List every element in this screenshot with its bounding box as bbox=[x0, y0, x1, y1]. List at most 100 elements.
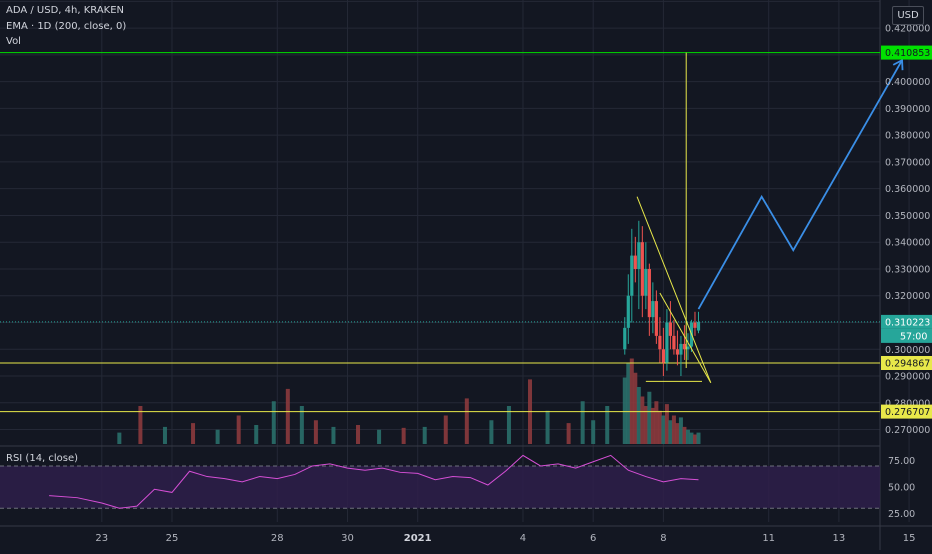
candle-body bbox=[630, 255, 634, 296]
volume-bar bbox=[313, 420, 318, 444]
price-tick-label: 0.380000 bbox=[885, 131, 930, 142]
volume-bar bbox=[661, 415, 666, 444]
candle-body bbox=[686, 346, 690, 350]
time-tick-label: 6 bbox=[590, 533, 596, 544]
candle-body bbox=[654, 301, 658, 336]
volume-bar bbox=[271, 401, 276, 444]
volume-bar bbox=[654, 401, 659, 444]
candle-body bbox=[682, 343, 687, 350]
candle-body bbox=[661, 349, 665, 363]
candle-body bbox=[626, 295, 630, 328]
volume-bar bbox=[356, 425, 361, 444]
volume-bar bbox=[626, 363, 631, 444]
volume-bar bbox=[138, 406, 143, 444]
candle-body bbox=[675, 349, 680, 355]
volume-bar bbox=[299, 406, 304, 444]
candle-body bbox=[696, 321, 701, 331]
candle-body bbox=[623, 327, 627, 350]
volume-bar bbox=[664, 404, 669, 444]
rsi-line bbox=[49, 454, 699, 509]
level-price-tag-bg bbox=[881, 404, 932, 419]
triangle-trend-line bbox=[636, 196, 712, 383]
candle-body bbox=[651, 301, 655, 318]
price-tick-label: 0.300000 bbox=[885, 345, 930, 356]
countdown-tag-bg bbox=[881, 328, 932, 343]
symbol-legend[interactable]: ADA / USD, 4h, KRAKEN bbox=[6, 5, 125, 16]
ema-legend[interactable]: EMA · 1D (200, close, 0) bbox=[6, 21, 127, 32]
time-tick-label: 4 bbox=[520, 533, 526, 544]
volume-bar bbox=[692, 434, 697, 444]
volume-bar bbox=[636, 387, 641, 444]
time-tick-label: 13 bbox=[833, 533, 846, 544]
volume-bar bbox=[191, 423, 196, 444]
price-tick-label: 0.370000 bbox=[885, 157, 930, 168]
volume-bar bbox=[254, 425, 259, 444]
volume-bar bbox=[117, 432, 122, 444]
candle-body bbox=[668, 322, 673, 336]
level-price-tag: 0.276707 bbox=[885, 407, 930, 418]
volume-bar bbox=[443, 415, 448, 444]
last-price-tag-bg bbox=[881, 314, 932, 329]
triangle-trend-line bbox=[659, 292, 712, 383]
volume-bar bbox=[464, 398, 469, 444]
time-tick-label: 8 bbox=[660, 533, 666, 544]
candle-body bbox=[665, 322, 669, 363]
last-price-tag: 0.310223 bbox=[885, 317, 930, 328]
volume-bar bbox=[580, 401, 585, 444]
rsi-legend[interactable]: RSI (14, close) bbox=[6, 453, 79, 464]
candle-body bbox=[637, 242, 641, 269]
volume-bar bbox=[671, 415, 676, 444]
price-tick-label: 0.330000 bbox=[885, 264, 930, 275]
volume-bar bbox=[622, 377, 627, 444]
volume-bar bbox=[675, 423, 680, 444]
forecast-path bbox=[697, 59, 903, 310]
price-tick-label: 0.400000 bbox=[885, 77, 930, 88]
price-tick-label: 0.280000 bbox=[885, 398, 930, 409]
time-tick-label: 30 bbox=[341, 533, 354, 544]
volume-bar bbox=[678, 417, 683, 444]
price-tick-label: 0.340000 bbox=[885, 238, 930, 249]
candle-body bbox=[658, 335, 662, 350]
price-tick-label: 0.420000 bbox=[885, 24, 930, 35]
volume-bar bbox=[162, 426, 167, 444]
volume-bar bbox=[657, 410, 662, 444]
volume-bar bbox=[215, 429, 220, 444]
price-tick-label: 0.270000 bbox=[885, 425, 930, 436]
volume-bar bbox=[331, 426, 336, 444]
time-tick-label: 15 bbox=[903, 533, 916, 544]
volume-legend[interactable]: Vol bbox=[6, 36, 21, 47]
volume-bar bbox=[506, 406, 511, 444]
volume-bar bbox=[401, 427, 406, 444]
time-tick-label: 28 bbox=[271, 533, 284, 544]
rsi-band bbox=[0, 465, 880, 509]
rsi-tick-label: 50.00 bbox=[888, 483, 915, 494]
volume-bar bbox=[647, 391, 652, 444]
candle-body bbox=[647, 268, 651, 318]
candle-body bbox=[633, 255, 637, 269]
volume-bar bbox=[566, 423, 571, 444]
volume-bar bbox=[682, 426, 687, 444]
volume-bar bbox=[591, 420, 596, 444]
volume-bar bbox=[489, 420, 494, 444]
currency-button[interactable]: USD bbox=[892, 6, 924, 25]
volume-bar bbox=[377, 429, 382, 444]
time-tick-label: 11 bbox=[762, 533, 775, 544]
volume-bar bbox=[545, 410, 550, 444]
volume-bar bbox=[236, 415, 241, 444]
candle-body bbox=[693, 322, 697, 328]
volume-bar bbox=[696, 432, 701, 444]
level-price-tag-bg bbox=[881, 45, 932, 60]
volume-bar bbox=[650, 407, 655, 444]
forecast-arrowhead bbox=[892, 58, 904, 71]
volume-bar bbox=[640, 396, 645, 444]
volume-bar bbox=[629, 358, 634, 444]
level-price-tag: 0.294867 bbox=[885, 358, 930, 369]
price-tick-label: 0.390000 bbox=[885, 104, 930, 115]
candle-body bbox=[644, 268, 648, 296]
volume-bar bbox=[422, 426, 427, 444]
volume-bar bbox=[685, 429, 690, 444]
volume-bar bbox=[668, 420, 673, 444]
